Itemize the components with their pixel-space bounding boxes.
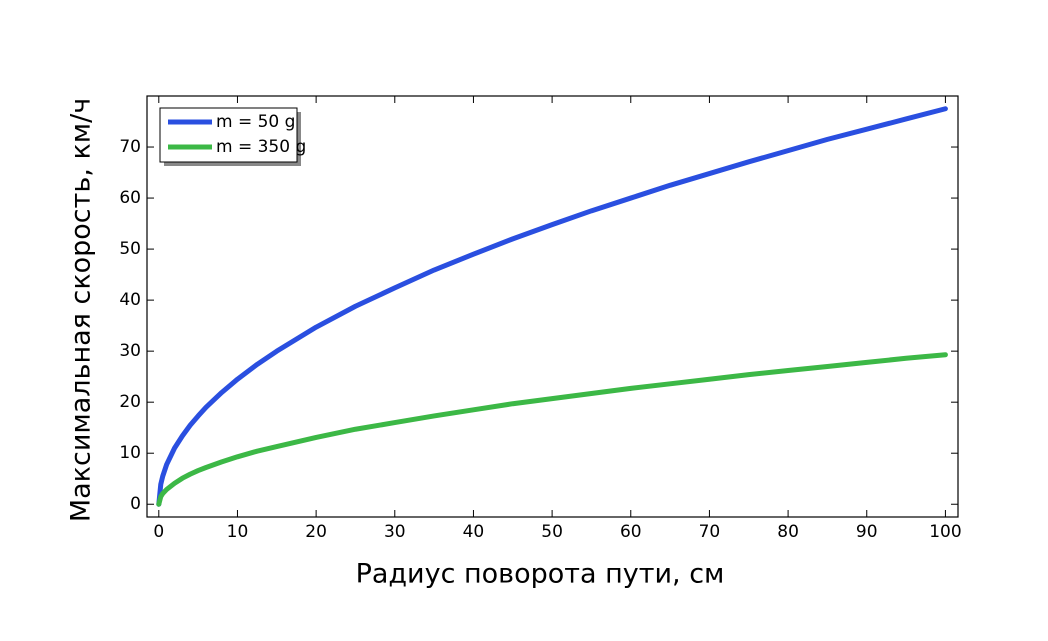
x-tick-label: 20 — [305, 522, 327, 542]
legend-label: m = 350 g — [216, 137, 306, 157]
x-tick-label: 10 — [227, 522, 249, 542]
x-tick-label: 30 — [384, 522, 406, 542]
y-tick-label: 60 — [119, 188, 141, 208]
x-tick-label: 70 — [699, 522, 721, 542]
y-tick-label: 20 — [119, 392, 141, 412]
y-tick-label: 10 — [119, 443, 141, 463]
x-tick-label: 60 — [620, 522, 642, 542]
x-tick-label: 40 — [463, 522, 485, 542]
x-tick-label: 80 — [777, 522, 799, 542]
legend-box — [159, 107, 298, 163]
y-tick-label: 50 — [119, 239, 141, 259]
x-tick-label: 0 — [153, 522, 164, 542]
y-axis-label: Максимальная скорость, км/ч — [66, 98, 97, 522]
x-tick-label: 90 — [856, 522, 878, 542]
line — [156, 352, 948, 507]
x-axis-label: Радиус поворота пути, см — [356, 559, 725, 590]
legend-label: m = 50 g — [216, 112, 295, 132]
y-tick-label: 0 — [130, 494, 141, 514]
y-tick-label: 70 — [119, 137, 141, 157]
line — [156, 106, 948, 507]
x-tick-label: 50 — [541, 522, 563, 542]
y-tick-label: 40 — [119, 290, 141, 310]
y-tick-label: 30 — [119, 341, 141, 361]
x-tick-label: 100 — [929, 522, 961, 542]
